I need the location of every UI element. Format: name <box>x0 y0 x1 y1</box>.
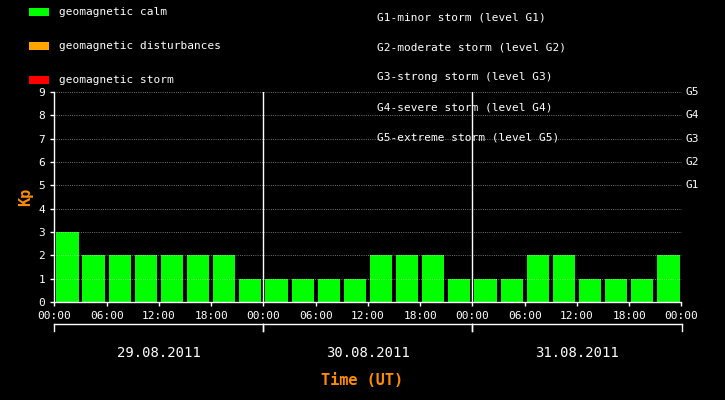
Bar <box>448 279 471 302</box>
Bar <box>344 279 366 302</box>
Text: 29.08.2011: 29.08.2011 <box>117 346 201 360</box>
Text: geomagnetic calm: geomagnetic calm <box>59 7 167 17</box>
Bar <box>658 255 679 302</box>
Bar <box>161 255 183 302</box>
Bar <box>83 255 104 302</box>
Bar <box>187 255 210 302</box>
Bar <box>265 279 288 302</box>
Text: 31.08.2011: 31.08.2011 <box>535 346 619 360</box>
Text: G1: G1 <box>685 180 699 190</box>
Bar <box>605 279 627 302</box>
Bar <box>135 255 157 302</box>
Text: Time (UT): Time (UT) <box>321 373 404 388</box>
Bar <box>291 279 314 302</box>
Text: G5-extreme storm (level G5): G5-extreme storm (level G5) <box>377 132 559 142</box>
Bar <box>552 255 575 302</box>
Text: 30.08.2011: 30.08.2011 <box>326 346 410 360</box>
Bar <box>396 255 418 302</box>
Text: G2: G2 <box>685 157 699 167</box>
Bar <box>474 279 497 302</box>
Bar <box>370 255 392 302</box>
Bar <box>57 232 78 302</box>
Text: G3: G3 <box>685 134 699 144</box>
Bar <box>526 255 549 302</box>
Text: G2-moderate storm (level G2): G2-moderate storm (level G2) <box>377 42 566 52</box>
Y-axis label: Kp: Kp <box>18 188 33 206</box>
Bar <box>213 255 236 302</box>
Text: G3-strong storm (level G3): G3-strong storm (level G3) <box>377 72 552 82</box>
Bar <box>631 279 653 302</box>
Bar <box>318 279 340 302</box>
Bar <box>109 255 130 302</box>
Text: G5: G5 <box>685 87 699 97</box>
Text: G4: G4 <box>685 110 699 120</box>
Text: geomagnetic storm: geomagnetic storm <box>59 75 174 85</box>
Bar <box>239 279 262 302</box>
Bar <box>579 279 601 302</box>
Text: G4-severe storm (level G4): G4-severe storm (level G4) <box>377 102 552 112</box>
Bar <box>500 279 523 302</box>
Text: G1-minor storm (level G1): G1-minor storm (level G1) <box>377 12 546 22</box>
Bar <box>422 255 444 302</box>
Text: geomagnetic disturbances: geomagnetic disturbances <box>59 41 221 51</box>
